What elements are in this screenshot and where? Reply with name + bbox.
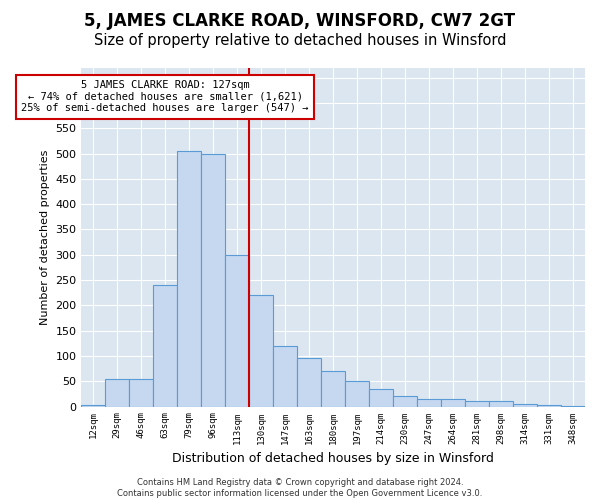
Bar <box>249 295 273 406</box>
Text: 5, JAMES CLARKE ROAD, WINSFORD, CW7 2GT: 5, JAMES CLARKE ROAD, WINSFORD, CW7 2GT <box>85 12 515 30</box>
Bar <box>129 378 153 406</box>
Text: Size of property relative to detached houses in Winsford: Size of property relative to detached ho… <box>94 32 506 48</box>
Bar <box>393 396 417 406</box>
Bar <box>465 402 489 406</box>
Bar <box>201 154 225 406</box>
Bar <box>105 378 129 406</box>
Bar <box>81 405 105 406</box>
Bar <box>369 389 393 406</box>
Bar <box>177 151 201 406</box>
Bar <box>441 399 465 406</box>
Bar <box>273 346 297 406</box>
Bar <box>417 399 441 406</box>
Bar <box>321 371 345 406</box>
Bar <box>153 285 177 406</box>
Bar <box>537 405 561 406</box>
X-axis label: Distribution of detached houses by size in Winsford: Distribution of detached houses by size … <box>172 452 494 465</box>
Text: Contains HM Land Registry data © Crown copyright and database right 2024.
Contai: Contains HM Land Registry data © Crown c… <box>118 478 482 498</box>
Bar <box>489 402 513 406</box>
Bar <box>345 382 369 406</box>
Bar <box>225 254 249 406</box>
Bar <box>513 404 537 406</box>
Text: 5 JAMES CLARKE ROAD: 127sqm
← 74% of detached houses are smaller (1,621)
25% of : 5 JAMES CLARKE ROAD: 127sqm ← 74% of det… <box>22 80 309 114</box>
Bar <box>297 358 321 406</box>
Y-axis label: Number of detached properties: Number of detached properties <box>40 150 50 324</box>
